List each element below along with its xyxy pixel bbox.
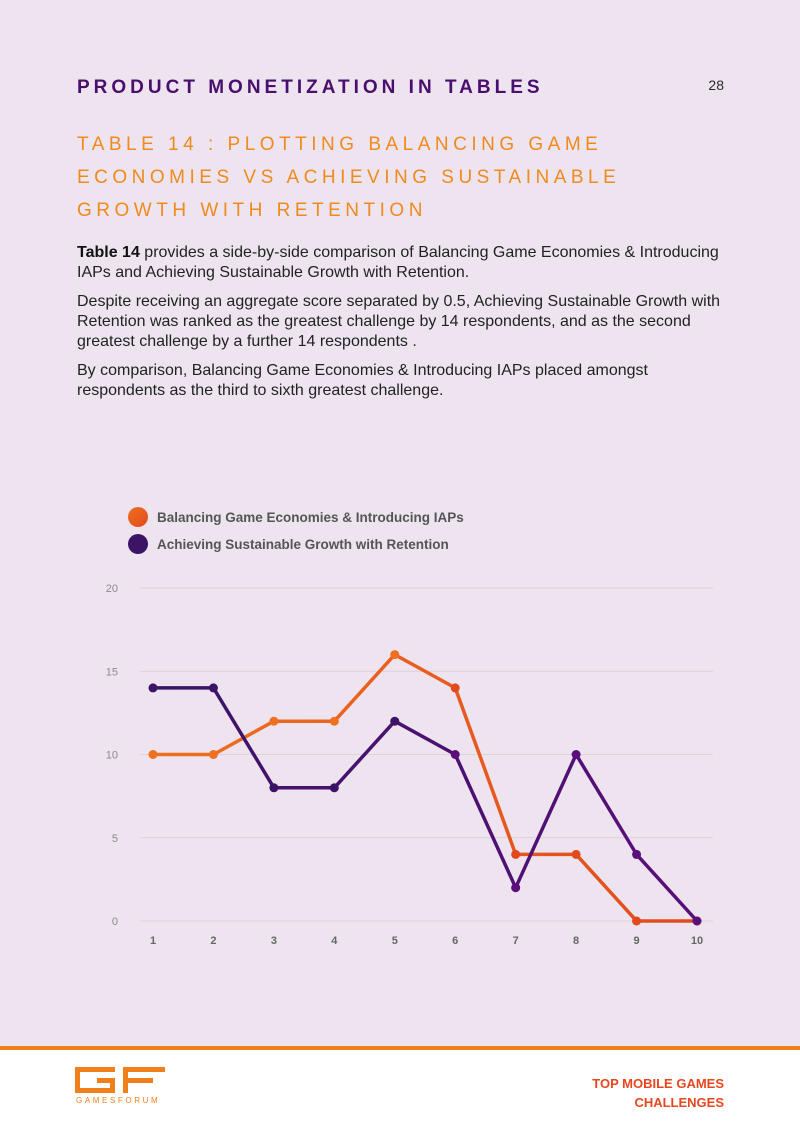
data-point-series-1 [450, 683, 460, 693]
x-tick-label: 4 [331, 935, 338, 947]
footer-divider [0, 1046, 800, 1050]
section-title: PRODUCT MONETIZATION IN TABLES [77, 77, 544, 98]
x-tick-label: 1 [150, 935, 156, 947]
legend-dot-series-1 [128, 507, 148, 527]
paragraph-2: Despite receiving an aggregate score sep… [77, 293, 721, 350]
series-line-1 [151, 652, 699, 923]
data-point-series-1 [571, 849, 581, 859]
x-tick-label: 5 [392, 935, 398, 947]
data-point-series-2 [148, 683, 158, 693]
data-point-series-2 [329, 783, 339, 793]
data-point-series-2 [208, 683, 218, 693]
data-point-series-2 [390, 716, 400, 726]
table-title: TABLE 14 : PLOTTING BALANCING GAME ECONO… [77, 134, 621, 221]
paragraph-1-text: provides a side-by-side comparison of Ba… [77, 244, 719, 281]
data-point-series-1 [390, 650, 400, 660]
data-point-series-2 [571, 750, 581, 759]
x-tick-label: 6 [452, 935, 458, 947]
paragraph-1: Table 14 provides a side-by-side compari… [77, 243, 727, 283]
legend-label-series-2: Achieving Sustainable Growth with Retent… [157, 536, 449, 552]
legend-dot-series-2 [128, 534, 148, 554]
data-point-series-1 [269, 716, 279, 726]
x-tick-label: 7 [513, 935, 519, 947]
y-tick-label: 5 [112, 833, 118, 845]
data-point-series-1 [329, 716, 339, 726]
gamesforum-logo-icon [75, 1067, 165, 1093]
data-point-series-2 [692, 916, 702, 926]
series-line-2 [151, 686, 699, 923]
y-tick-label: 20 [106, 583, 118, 595]
data-point-series-1 [148, 750, 158, 759]
x-tick-label: 8 [573, 935, 579, 947]
footer-title: TOP MOBILE GAMES CHALLENGES [592, 1074, 724, 1112]
y-tick-label: 0 [112, 916, 118, 928]
data-point-series-2 [269, 783, 279, 793]
x-tick-label: 2 [210, 935, 216, 947]
page-number: 28 [708, 77, 724, 93]
data-point-series-2 [511, 883, 521, 893]
data-point-series-1 [511, 849, 521, 859]
x-tick-label: 10 [691, 935, 703, 947]
footer-title-line-1: TOP MOBILE GAMES [592, 1076, 724, 1091]
footer: GAMESFORUM TOP MOBILE GAMES CHALLENGES [0, 1050, 800, 1131]
line-chart: 0 5 10 15 20 1 2 3 4 5 6 7 8 9 10 [106, 583, 713, 947]
footer-title-line-2: CHALLENGES [634, 1095, 724, 1110]
x-tick-label: 3 [271, 935, 277, 947]
data-point-series-2 [450, 750, 460, 759]
legend-item-series-1: Balancing Game Economies & Introducing I… [128, 507, 464, 527]
y-tick-label: 15 [106, 666, 118, 678]
body-text: Table 14 provides a side-by-side compari… [77, 243, 727, 410]
y-tick-label: 10 [106, 750, 118, 762]
legend-label-series-1: Balancing Game Economies & Introducing I… [157, 509, 464, 525]
paragraph-3: By comparison, Balancing Game Economies … [77, 362, 648, 399]
data-point-series-2 [632, 849, 642, 859]
paragraph-1-bold: Table 14 [77, 244, 140, 261]
x-tick-label: 9 [633, 935, 639, 947]
chart-legend: Balancing Game Economies & Introducing I… [128, 507, 464, 561]
data-point-series-1 [632, 916, 642, 926]
legend-item-series-2: Achieving Sustainable Growth with Retent… [128, 534, 464, 554]
data-point-series-1 [208, 750, 218, 759]
logo-text: GAMESFORUM [76, 1096, 161, 1105]
